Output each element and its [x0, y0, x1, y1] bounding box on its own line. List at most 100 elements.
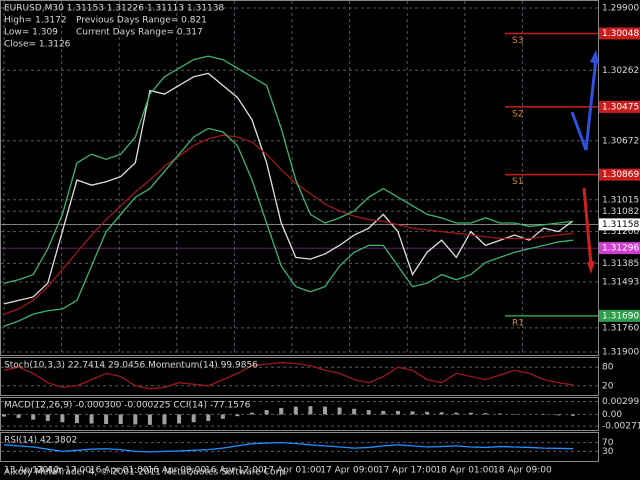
price-box: [599, 309, 640, 322]
info: Previous Days Range= 0.821: [76, 16, 207, 26]
x-tick-label: 13 Apr 2012: [4, 466, 60, 476]
series-line: [3, 127, 574, 327]
histogram-bar: [104, 414, 109, 424]
main-panel: [0, 0, 599, 356]
macd-panel: [0, 397, 599, 431]
pivot-name: S2: [512, 109, 523, 119]
y-tick-label: 1.29900: [602, 4, 639, 14]
histogram-bar: [118, 414, 123, 424]
histogram-bar: [162, 414, 167, 425]
price-box: [599, 218, 640, 231]
indicator-tick: -0.00271: [602, 422, 640, 432]
series-line: [3, 361, 574, 390]
histogram-bar: [308, 406, 313, 415]
histogram-bar: [235, 414, 240, 417]
indicator-tick: 0.002998: [602, 397, 640, 407]
indicator-label: Stoch(10,3,3) 22.7414 29.0456 Momentum(1…: [4, 361, 258, 371]
histogram-bar: [556, 414, 561, 416]
y-tick-label: 1.30262: [602, 66, 639, 76]
y-tick-label: 1.31200: [602, 227, 639, 237]
rsi-panel: [0, 432, 599, 462]
histogram-bar: [191, 414, 196, 423]
histogram-bar: [45, 414, 50, 421]
indicator-label: MACD(12,26,9) -0.000300 -0.000225 CCI(14…: [4, 401, 251, 411]
down-arrow: [582, 187, 593, 266]
pivot-name: R1: [512, 318, 524, 328]
histogram-bar: [352, 408, 357, 415]
histogram-bar: [410, 411, 415, 415]
histogram-bar: [439, 412, 444, 415]
histogram-bar: [60, 414, 65, 423]
histogram-bar: [571, 414, 575, 416]
price-label: 1.31296: [602, 244, 639, 254]
histogram-bar: [395, 410, 400, 415]
histogram-bar: [250, 412, 255, 415]
series-line: [3, 441, 574, 453]
histogram-bar: [147, 414, 152, 425]
series-line: [3, 72, 574, 305]
stoch-panel: [0, 357, 599, 396]
indicator-tick: 20: [602, 381, 614, 391]
price-label: 1.31690: [602, 311, 639, 321]
histogram-bar: [454, 412, 459, 415]
series-line: [3, 55, 574, 284]
info: Close= 1.3126: [4, 40, 71, 50]
indicator-label: RSI(14) 42.3802: [4, 436, 77, 446]
price-label: 1.31158: [602, 220, 639, 230]
histogram-bar: [206, 414, 211, 421]
price-box: [599, 168, 640, 181]
x-tick-label: 16 Apr 17:00: [205, 466, 264, 476]
indicator-tick: 0.00: [602, 410, 622, 420]
x-tick-label: 17 Apr 17:00: [378, 466, 437, 476]
histogram-bar: [279, 407, 284, 415]
down-arrow-head: [587, 261, 595, 274]
histogram-bar: [89, 414, 94, 424]
pivot-name: S3: [512, 36, 523, 46]
x-tick-label: 13 Apr 17:00: [32, 466, 91, 476]
histogram-bar: [498, 413, 503, 415]
footer: Alxory MetaTrader 4, © 2001-2011 MetaQuo…: [4, 468, 288, 478]
histogram-bar: [293, 406, 298, 415]
histogram-bar: [337, 407, 342, 415]
histogram-bar: [468, 412, 473, 415]
x-tick-label: 17 Apr 01:00: [263, 466, 322, 476]
y-tick-label: 1.31385: [602, 259, 639, 269]
histogram-bar: [425, 411, 430, 415]
x-tick-label: 16 Apr 01:00: [90, 466, 149, 476]
histogram-bar: [31, 414, 36, 420]
histogram-bar: [133, 414, 138, 425]
x-tick-label: 18 Apr 09:00: [493, 466, 552, 476]
info: High= 1.3172: [4, 16, 67, 26]
price-box: [599, 27, 640, 40]
forecast-line: [570, 111, 588, 151]
histogram-bar: [220, 414, 225, 419]
info: Low= 1.309: [4, 28, 58, 38]
price-box: [599, 100, 640, 113]
y-tick-label: 1.30672: [602, 136, 639, 146]
histogram-bar: [74, 414, 79, 424]
histogram-bar: [264, 410, 269, 415]
x-tick-label: 17 Apr 09:00: [320, 466, 379, 476]
up-arrow-head: [590, 50, 599, 64]
x-tick-label: 16 Apr 09:00: [147, 466, 206, 476]
y-tick-label: 1.31493: [602, 277, 639, 287]
info: Current Days Range= 0.317: [76, 28, 203, 38]
histogram-bar: [16, 414, 21, 418]
indicator-tick: 30: [602, 447, 614, 457]
histogram-bar: [177, 414, 182, 424]
indicator-tick: 70: [602, 438, 614, 448]
price-box: [599, 242, 640, 255]
price-label: 1.30048: [602, 29, 639, 39]
histogram-bar: [2, 414, 6, 417]
pivot-name: S1: [512, 177, 523, 187]
x-tick-label: 18 Apr 01:00: [435, 466, 494, 476]
y-tick-label: 1.31760: [602, 323, 639, 333]
histogram-bar: [381, 410, 386, 415]
price-label: 1.30475: [602, 102, 639, 112]
histogram-bar: [322, 406, 327, 415]
indicator-tick: 80: [602, 363, 614, 373]
histogram-bar: [366, 410, 371, 415]
price-label: 1.30869: [602, 170, 639, 180]
y-tick-label: 1.31082: [602, 207, 639, 217]
